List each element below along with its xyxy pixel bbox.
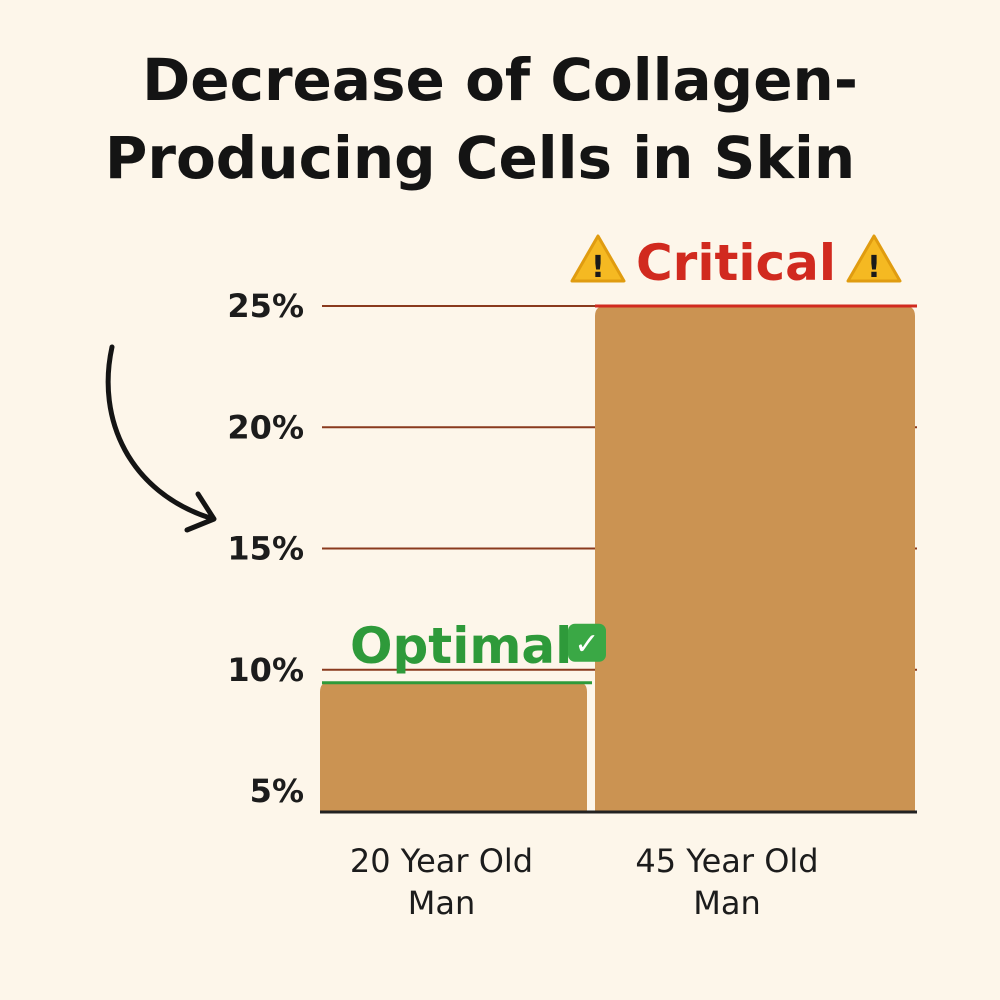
x-category-label: Man <box>408 884 476 922</box>
check-icon: ✓ <box>568 623 606 662</box>
chart-title-line-1: Decrease of Collagen- <box>142 46 858 114</box>
x-category-label: 45 Year Old <box>635 842 818 880</box>
warning-icon: ! <box>846 234 902 285</box>
y-axis-ticks: 5% 10% 15% 20% 25% <box>227 287 304 810</box>
bars <box>320 306 915 812</box>
annotation-label-critical: Critical <box>636 234 836 292</box>
bar-2 <box>595 306 915 812</box>
exclamation-symbol: ! <box>867 250 881 285</box>
annotation-label-optimal: Optimal <box>350 617 572 675</box>
x-axis-labels: 20 Year Old Man 45 Year Old Man <box>350 842 819 922</box>
y-tick-label: 10% <box>227 651 304 689</box>
y-tick-label: 15% <box>227 530 304 568</box>
warning-icon: ! <box>570 234 626 285</box>
exclamation-symbol: ! <box>591 250 605 285</box>
check-symbol: ✓ <box>574 627 599 662</box>
annotations: Optimal ✓ Critical!! <box>322 234 917 685</box>
x-category-label: Man <box>693 884 761 922</box>
y-tick-label: 20% <box>227 408 304 446</box>
x-category-label: 20 Year Old <box>350 842 533 880</box>
bar-1 <box>320 681 587 812</box>
chart-title-line-2: Producing Cells in Skin <box>105 124 855 192</box>
y-tick-label: 5% <box>250 772 304 810</box>
decrease-arrow-icon <box>105 344 217 533</box>
y-tick-label: 25% <box>227 287 304 325</box>
